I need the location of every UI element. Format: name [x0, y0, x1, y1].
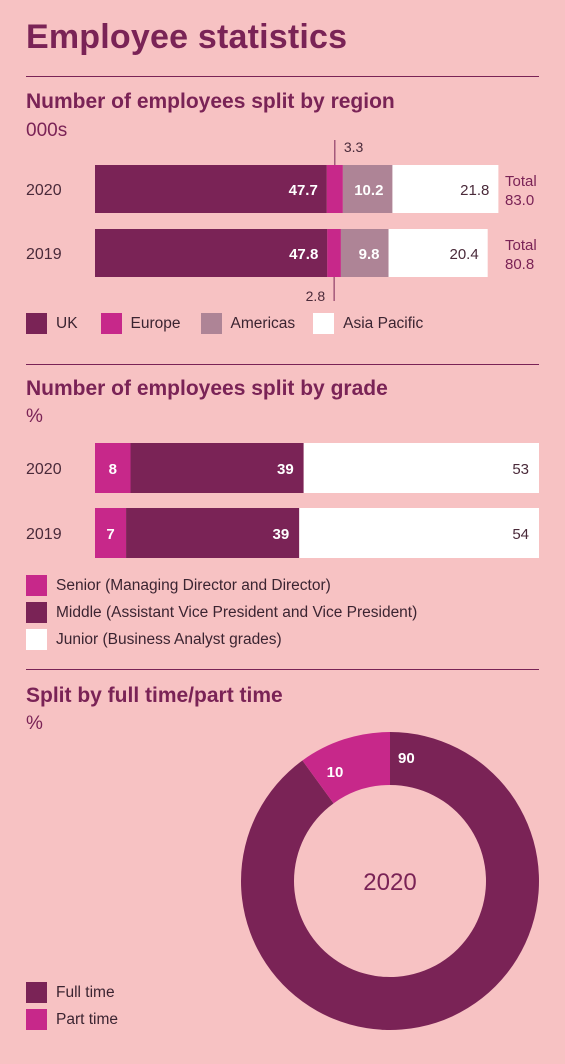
data-label-uk-2020: 47.7 [289, 182, 318, 199]
legend-label-europe: Europe [130, 314, 181, 332]
bar-junior-2020 [303, 443, 539, 493]
row-label-2020: 2020 [26, 461, 62, 478]
data-label-junior-2020: 53 [512, 461, 529, 478]
legend-item-uk: UK [26, 313, 78, 334]
legend-swatch-asia-pacific [313, 313, 335, 334]
bar-americas-2019 [340, 229, 389, 277]
legend-item-senior: Senior (Managing Director and Director) [26, 572, 417, 599]
legend-label-senior: Senior (Managing Director and Director) [56, 576, 331, 594]
legend-label-junior: Junior (Business Analyst grades) [56, 630, 282, 648]
fulltime-chart-unit: % [26, 713, 43, 734]
region-chart-title: Number of employees split by region [26, 90, 395, 113]
legend-swatch-europe [100, 313, 122, 334]
bar-europe-2019 [327, 229, 341, 277]
bar-uk-2020 [95, 165, 327, 213]
legend-label-full-time: Full time [56, 983, 115, 1001]
grade-chart-title: Number of employees split by grade [26, 377, 388, 400]
bar-junior-2019 [299, 508, 539, 558]
legend-swatch-americas [200, 313, 222, 334]
data-label-senior-2019: 7 [106, 526, 114, 543]
grade-legend: Senior (Managing Director and Director) … [26, 572, 417, 653]
page-title: Employee statistics [26, 18, 348, 56]
row-label-2020: 2020 [26, 182, 62, 199]
data-label-asia-pacific-2020: 21.8 [460, 182, 489, 199]
divider [26, 364, 539, 365]
divider [26, 76, 539, 77]
region-legend: UK Europe Americas Asia Pacific [26, 313, 423, 334]
data-label-europe-2019: 2.8 [306, 288, 326, 304]
divider [26, 669, 539, 670]
data-label-americas-2020: 10.2 [354, 182, 383, 199]
grade-chart-unit: % [26, 406, 43, 427]
bar-europe-2020 [326, 165, 343, 213]
legend-item-junior: Junior (Business Analyst grades) [26, 626, 417, 653]
legend-item-middle: Middle (Assistant Vice President and Vic… [26, 599, 417, 626]
legend-label-americas: Americas [230, 314, 296, 332]
slice-full-time [240, 732, 539, 1031]
data-label-americas-2019: 9.8 [359, 246, 380, 263]
data-label-full-time: 90 [398, 750, 415, 767]
bar-middle-2020 [130, 443, 304, 493]
legend-swatch-full-time [26, 982, 47, 1003]
data-label-part-time: 10 [327, 764, 344, 781]
data-label-uk-2019: 47.8 [289, 246, 318, 263]
legend-label-asia-pacific: Asia Pacific [343, 314, 424, 332]
legend-item-full-time: Full time [26, 979, 118, 1006]
legend-swatch-part-time [26, 1009, 47, 1030]
data-label-europe-2020: 3.3 [344, 139, 364, 155]
legend-item-europe: Europe [100, 313, 181, 334]
legend-label-middle: Middle (Assistant Vice President and Vic… [56, 603, 418, 621]
total-value-2019: 80.8 [505, 256, 534, 273]
data-label-junior-2019: 54 [512, 526, 529, 543]
total-label-2020: Total [505, 173, 537, 190]
bar-asia-pacific-2020 [392, 165, 499, 213]
legend-item-part-time: Part time [26, 1006, 118, 1033]
bar-middle-2019 [126, 508, 300, 558]
data-label-senior-2020: 8 [109, 461, 117, 478]
row-label-2019: 2019 [26, 526, 62, 543]
region-chart-unit: 000s [26, 120, 68, 141]
row-label-2019: 2019 [26, 246, 62, 263]
legend-swatch-middle [26, 602, 47, 623]
legend-swatch-junior [26, 629, 47, 650]
fulltime-legend: Full time Part time [26, 979, 118, 1033]
total-label-2019: Total [505, 237, 537, 254]
legend-swatch-senior [26, 575, 47, 596]
legend-item-asia-pacific: Asia Pacific [313, 313, 423, 334]
fulltime-chart-title: Split by full time/part time [26, 684, 283, 707]
legend-label-part-time: Part time [56, 1010, 119, 1028]
legend-item-americas: Americas [200, 313, 296, 334]
bar-asia-pacific-2019 [388, 229, 488, 277]
bar-americas-2020 [342, 165, 393, 213]
data-label-middle-2019: 39 [273, 526, 290, 543]
legend-swatch-uk [26, 313, 47, 334]
data-label-asia-pacific-2019: 20.4 [449, 246, 478, 263]
bar-uk-2019 [95, 229, 328, 277]
bar-senior-2019 [95, 508, 127, 558]
bar-senior-2020 [95, 443, 131, 493]
total-value-2020: 83.0 [505, 192, 534, 209]
data-label-middle-2020: 39 [277, 461, 294, 478]
legend-label-uk: UK [56, 314, 78, 332]
donut-center-label: 2020 [363, 869, 416, 896]
slice-part-time [302, 732, 390, 804]
